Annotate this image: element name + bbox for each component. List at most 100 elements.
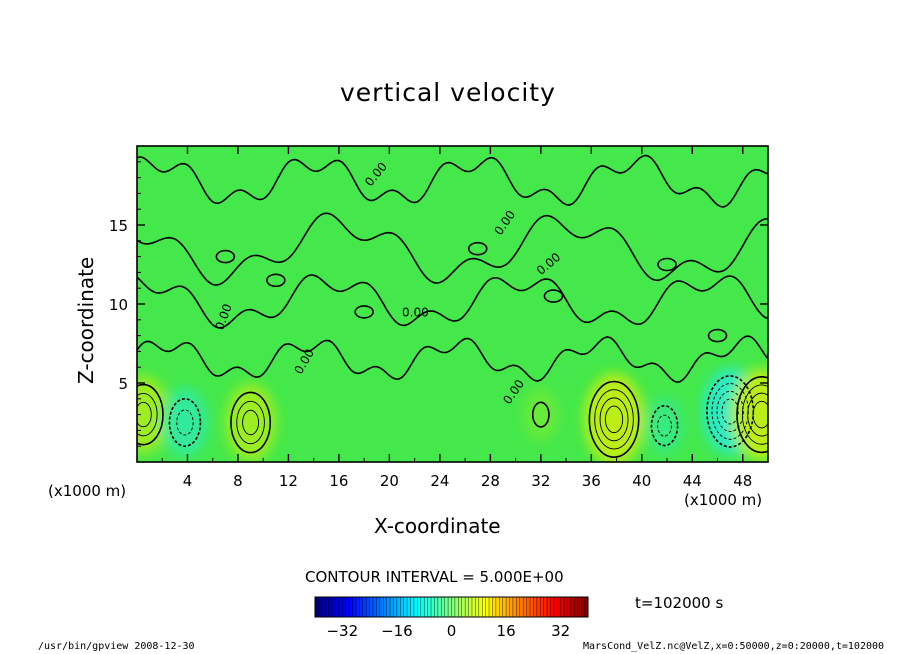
contour-ring (531, 401, 550, 428)
colorbar-cell (509, 597, 514, 617)
contour-ring (711, 383, 749, 440)
colorbar-cell (512, 597, 517, 617)
closed-contour (657, 257, 677, 272)
colorbar-cell (342, 597, 347, 617)
colorbar-cell (407, 597, 411, 617)
colorbar-cell (506, 597, 510, 617)
colorbar-cell (468, 597, 473, 617)
colorbar-cell (557, 597, 561, 617)
colorbar-cell (489, 597, 493, 617)
colorbar-cell (499, 597, 503, 617)
contour-ring (752, 400, 768, 429)
colorbar-cell (417, 597, 422, 617)
y-axis: 5 10 15 (109, 161, 768, 447)
contour-ring (242, 409, 260, 436)
closed-contour (266, 273, 286, 288)
zero-contour (137, 212, 768, 286)
footer-left: /usr/bin/gpview 2008-12-30 (38, 641, 195, 652)
colorbar-cell (526, 597, 531, 617)
contour-ring (604, 405, 624, 434)
contour-ring (137, 383, 164, 446)
colorbar-tick-label: 0 (447, 622, 457, 640)
colorbar-cell (502, 597, 507, 617)
colorbar-cell (523, 597, 527, 617)
zero-contour (137, 274, 768, 329)
colorbar-cell (475, 597, 480, 617)
colorbar-cell (366, 597, 370, 617)
x-unit-right: (x1000 m) (684, 491, 763, 509)
colorbar-cell (376, 597, 381, 617)
chart-title: vertical velocity (340, 78, 556, 107)
colorbar-cell (410, 597, 415, 617)
colorbar-tick-label: 16 (497, 622, 516, 640)
colorbar-cell (516, 597, 521, 617)
colorbar-cell (349, 597, 353, 617)
y-tick-label: 10 (109, 296, 128, 314)
colorbar-cell (338, 597, 343, 617)
x-tick-label: 24 (430, 472, 449, 490)
colorbar-cell (570, 597, 575, 617)
colorbar-cell (492, 597, 497, 617)
contour-label: 0.00 (402, 306, 429, 320)
x-tick-label: 44 (683, 472, 702, 490)
closed-contour (543, 289, 564, 303)
x-tick-label: 16 (329, 472, 348, 490)
colorbar-cell (581, 597, 585, 617)
contour-ring (137, 401, 152, 428)
x-unit-left: (x1000 m) (48, 482, 127, 500)
colorbar-cell (321, 597, 326, 617)
colorbar-cell (458, 597, 463, 617)
x-axis-label: X-coordinate (374, 514, 501, 538)
colorbar-cell (403, 597, 408, 617)
contour-interval: CONTOUR INTERVAL = 5.000E+00 (305, 568, 564, 586)
colorbar-cell (315, 597, 319, 617)
colorbar-cell (519, 597, 524, 617)
colorbar-cell (577, 597, 582, 617)
contour-ring (594, 389, 634, 450)
field-patch (584, 373, 645, 462)
contour-ring (168, 398, 202, 447)
colorbar-cell (540, 597, 544, 617)
field-patches (137, 368, 768, 462)
colorbar-cell (318, 597, 323, 617)
colorbar-cell (434, 597, 439, 617)
colorbar-cell (373, 597, 377, 617)
contour-ring (176, 409, 194, 436)
colorbar-tick-label: −16 (381, 622, 413, 640)
colorbar-cell (461, 597, 466, 617)
contour-ring (236, 400, 265, 445)
colorbar-cell (345, 597, 350, 617)
colorbar-cell (451, 597, 456, 617)
contour-ring (657, 414, 672, 437)
contour-ring (137, 392, 158, 437)
colorbar: −32 −16 0 16 32 (314, 596, 589, 640)
colorbar-cell (584, 597, 589, 617)
colorbar-cell (533, 597, 538, 617)
x-axis: 4 8 12 16 20 24 28 32 36 40 44 48 (161, 146, 752, 490)
field-patch (225, 383, 277, 462)
closed-contour (707, 328, 728, 343)
contour-lines (137, 154, 768, 458)
field-patch (523, 388, 559, 441)
colorbar-cell (390, 597, 394, 617)
x-tick-label: 36 (582, 472, 601, 490)
colorbar-cell (393, 597, 398, 617)
colorbar-cell (359, 597, 364, 617)
y-tick-label: 5 (118, 375, 128, 393)
x-tick-label: 12 (279, 472, 298, 490)
contour-ring (721, 398, 739, 425)
colorbar-cell (328, 597, 333, 617)
y-tick-label: 15 (109, 217, 128, 235)
colorbar-cell (465, 597, 469, 617)
colorbar-cell (355, 597, 360, 617)
contour-ring (230, 391, 272, 454)
colorbar-cell (383, 597, 387, 617)
zero-contour (137, 335, 768, 383)
x-tick-label: 20 (380, 472, 399, 490)
colorbar-cell (567, 597, 572, 617)
time-label: t=102000 s (635, 594, 724, 612)
colorbar-cell (547, 597, 551, 617)
contour-ring (599, 397, 629, 442)
colorbar-cell (431, 597, 435, 617)
